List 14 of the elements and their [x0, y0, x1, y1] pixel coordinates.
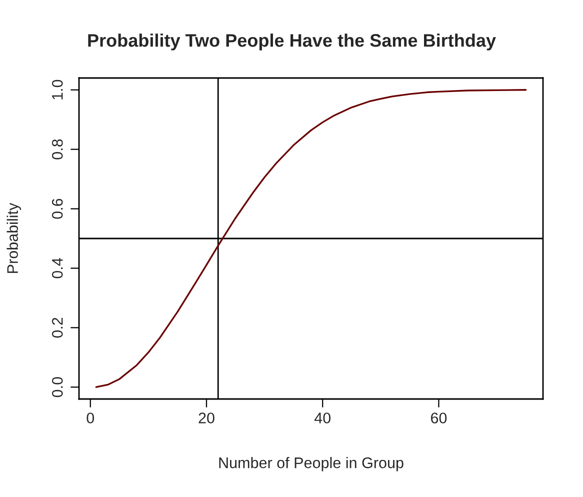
y-tick-label: 0.2 [52, 318, 63, 338]
y-axis-title: Probability [6, 202, 22, 273]
x-tick-label: 20 [198, 412, 214, 424]
x-axis-title: Number of People in Group [219, 456, 404, 472]
x-tick-label: 0 [86, 412, 94, 424]
y-tick-label: 0.8 [52, 139, 63, 160]
x-tick-label: 40 [314, 412, 331, 424]
x-tick-label: 60 [431, 412, 447, 424]
y-tick-label: 0.6 [52, 198, 63, 219]
y-tick-label: 0.0 [52, 377, 63, 398]
y-tick-label: 0.4 [52, 258, 63, 278]
y-tick-label: 1.0 [52, 80, 63, 100]
line-series [95, 89, 527, 388]
chart-title: Probability Two People Have the Same Birthday [88, 34, 496, 50]
